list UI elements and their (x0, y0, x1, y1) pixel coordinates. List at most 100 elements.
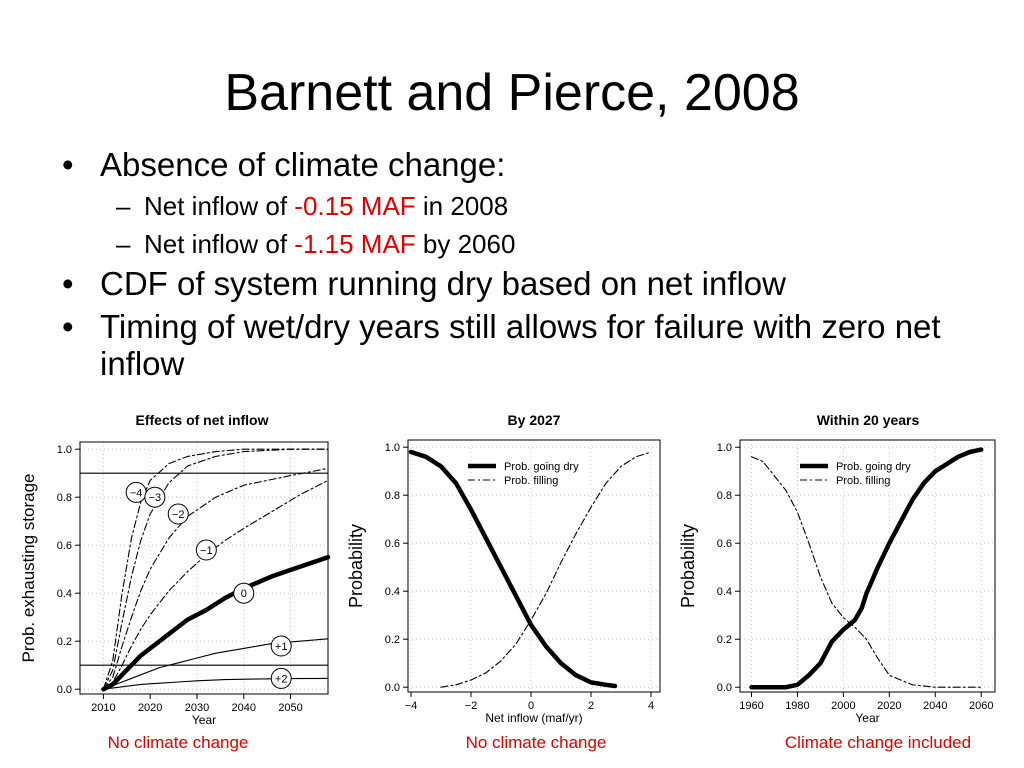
series-label: 0 (241, 588, 247, 600)
sub-bullet-text-post: by 2060 (415, 229, 516, 259)
y-tick-label: 1.0 (57, 444, 72, 456)
series-marker-circle (233, 582, 255, 604)
series-line (408, 449, 618, 689)
x-tick-label: 0 (528, 700, 534, 712)
y-tick-label: 0.0 (57, 684, 72, 696)
y-tick-label: 0.2 (717, 634, 732, 646)
sub-bullet-highlight: -1.15 MAF (294, 229, 416, 259)
chart-1: Effects of net inflow 2010 2020 2030 2040 205… (19, 412, 331, 727)
caption-chart-3: Climate change included (784, 733, 972, 752)
bullet-text: Timing of wet/dry years still allows for… (100, 308, 941, 382)
chart-3: Within 20 years 1960 1980 2000 2020 2040 2060 0… (678, 412, 996, 725)
sub-bullet-text-pre: Net inflow of (144, 229, 295, 259)
chart-title: By 2027 (508, 412, 561, 428)
y-tick-label: 0.4 (57, 588, 72, 600)
sub-bullet-text-pre: Net inflow of (144, 191, 295, 221)
series-marker-circle (270, 635, 292, 657)
bullet-item: • Absence of climate change: (58, 146, 998, 183)
bullet-item: • CDF of system running dry based on net… (58, 265, 998, 302)
chart-2: By 2027 −4 −2 0 2 4 0.0 0.2 0.4 0.6 0.8 1.0 Net infl… (346, 412, 661, 725)
plot-frame (739, 439, 996, 693)
x-tick-label: 2060 (969, 700, 993, 712)
series-line (102, 467, 329, 690)
bullet-dot: • (62, 146, 74, 183)
y-tick-label: 0.4 (385, 586, 400, 598)
legend-label: Prob. going dry (836, 461, 911, 473)
y-tick-label: 0.6 (385, 538, 400, 550)
bullet-dot: • (62, 265, 74, 302)
sub-bullet-highlight: -0.15 MAF (294, 191, 416, 221)
series-marker-circle (144, 486, 166, 508)
plot-frame (407, 439, 661, 693)
x-tick-label: −4 (405, 700, 418, 712)
y-tick-label: 0.0 (717, 682, 732, 694)
slide-title: Barnett and Pierce, 2008 (224, 64, 800, 122)
x-tick-label: 2000 (831, 700, 855, 712)
x-tick-label: 1980 (785, 700, 809, 712)
y-tick-label: 0.0 (385, 682, 400, 694)
x-tick-label: 1960 (739, 700, 763, 712)
x-tick-label: −2 (465, 700, 478, 712)
series-label: +2 (275, 673, 288, 685)
y-axis-label: Probability (346, 524, 366, 608)
x-tick-label: 2020 (877, 700, 901, 712)
series-line (102, 677, 329, 690)
series-line (440, 451, 652, 688)
series-line (102, 638, 329, 690)
series-label: −4 (130, 487, 143, 499)
series-label: −2 (172, 509, 185, 521)
caption-chart-1: No climate change (107, 733, 249, 752)
x-axis-label: Net inflow (maf/yr) (485, 711, 582, 725)
bullet-item: • Timing of wet/dry years still allows f… (58, 308, 998, 382)
legend-label: Prob. filling (836, 475, 890, 487)
series-marker-circle (270, 667, 292, 689)
legend-label: Prob. filling (504, 475, 558, 487)
y-tick-label: 0.8 (57, 492, 72, 504)
y-tick-label: 0.6 (57, 540, 72, 552)
y-tick-label: 1.0 (717, 442, 732, 454)
y-tick-label: 0.8 (385, 490, 400, 502)
x-tick-label: 2030 (185, 702, 209, 714)
series-line (102, 448, 329, 690)
caption-chart-2: No climate change (465, 733, 607, 752)
sub-bullet-dash: – (116, 191, 131, 221)
series-line (750, 456, 982, 688)
bullet-text: Absence of climate change: (100, 146, 506, 183)
legend-label: Prob. going dry (504, 461, 579, 473)
x-axis-label: Year (855, 711, 879, 725)
y-tick-label: 1.0 (385, 442, 400, 454)
series-label: −1 (200, 545, 213, 557)
x-tick-label: 2040 (232, 702, 256, 714)
series-label: +1 (275, 641, 288, 653)
x-tick-label: 2020 (138, 702, 162, 714)
y-axis-label: Prob. exhausting storage (19, 473, 38, 662)
x-tick-label: 4 (648, 700, 654, 712)
sub-bullet-item: – Net inflow of -0.15 MAF in 2008 (58, 189, 998, 223)
sub-bullet-dash: – (116, 229, 131, 259)
y-tick-label: 0.6 (717, 538, 732, 550)
chart-title: Within 20 years (817, 412, 920, 428)
y-tick-label: 0.2 (57, 636, 72, 648)
series-line (102, 479, 329, 690)
y-axis-label: Probability (678, 524, 698, 608)
x-tick-label: 2050 (278, 702, 302, 714)
bullet-list: • Absence of climate change: – Net inflo… (58, 146, 998, 388)
series-line (101, 554, 331, 692)
x-axis-label: Year (192, 713, 216, 727)
y-tick-label: 0.4 (717, 586, 732, 598)
series-marker-circle (167, 503, 189, 525)
plot-frame (79, 441, 329, 695)
chart-title: Effects of net inflow (136, 412, 269, 428)
sub-bullet-text-post: in 2008 (415, 191, 509, 221)
series-marker-circle (195, 539, 217, 561)
bullet-dot: • (62, 308, 74, 345)
x-tick-label: 2 (588, 700, 594, 712)
x-tick-label: 2010 (91, 702, 115, 714)
y-tick-label: 0.2 (385, 634, 400, 646)
bullet-text: CDF of system running dry based on net i… (100, 265, 786, 302)
sub-bullet-item: – Net inflow of -1.15 MAF by 2060 (58, 227, 998, 261)
x-tick-label: 2040 (923, 700, 947, 712)
series-line (749, 447, 984, 690)
series-label: −3 (149, 492, 162, 504)
